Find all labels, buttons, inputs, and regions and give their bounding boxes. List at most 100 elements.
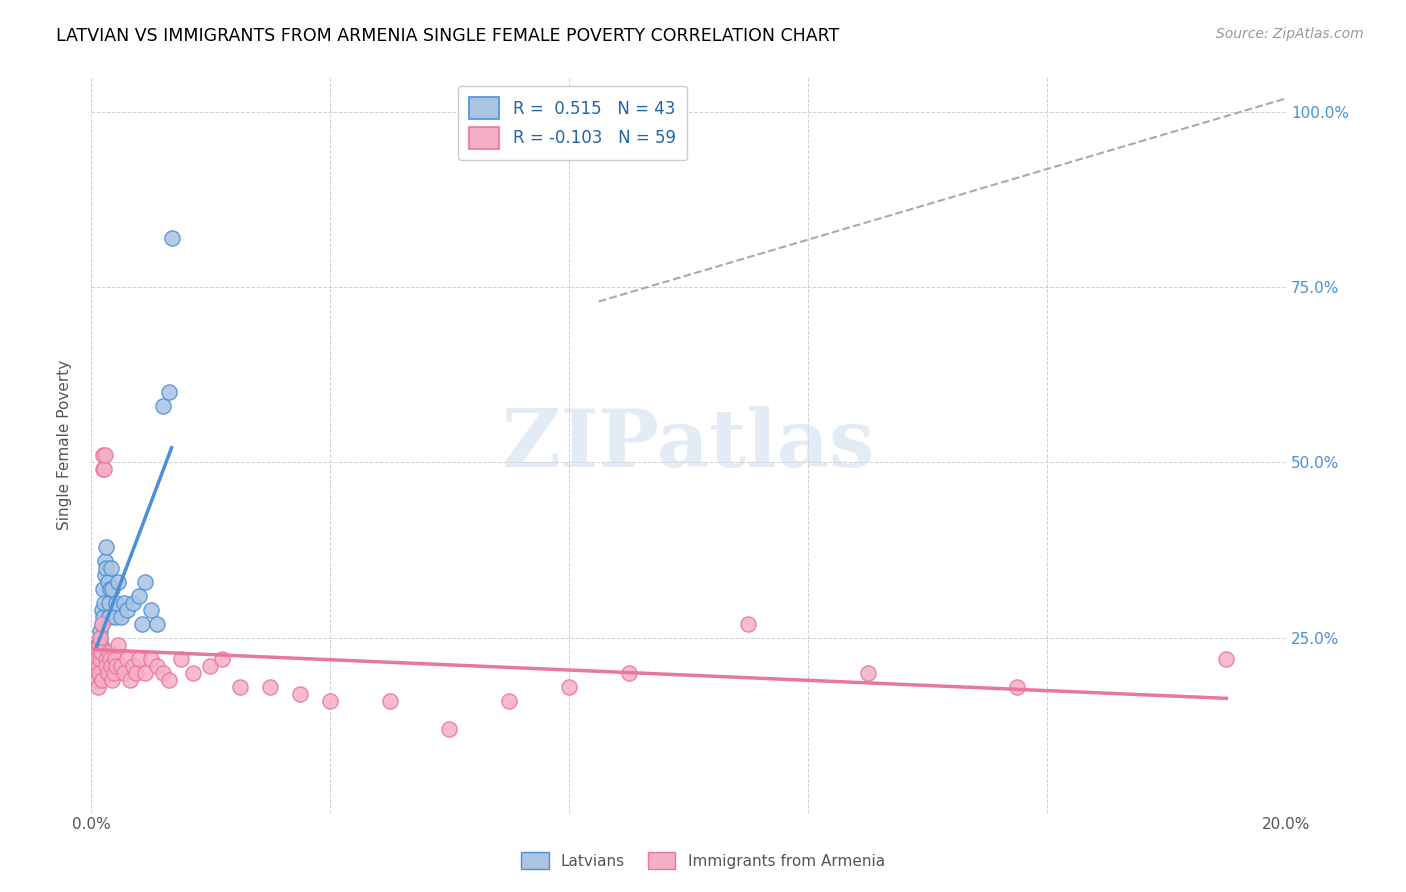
Point [84,658,107,673]
Point [89,631,111,645]
Point [110,609,132,624]
Point [139,651,162,665]
Point [139,602,162,616]
Point [93,449,115,463]
Point [121,595,143,609]
Point [110,658,132,673]
Point [86,665,108,680]
Point [84,644,107,658]
Point [93,449,115,463]
Point [84,665,107,680]
Y-axis label: Single Female Poverty: Single Female Poverty [58,359,72,530]
Point [101,582,124,596]
Text: ZIPatlas: ZIPatlas [502,406,875,484]
Point [89,651,111,665]
Point [93,567,115,582]
Point [319,693,342,707]
Point [125,665,148,680]
Point [90,638,112,652]
Point [1215,651,1237,665]
Point [90,616,112,631]
Point [145,658,167,673]
Point [97,574,120,589]
Point [558,680,581,694]
Point [89,651,111,665]
Point [91,673,114,687]
Point [378,693,401,707]
Point [105,595,128,609]
Point [157,673,180,687]
Point [90,616,112,631]
Point [87,638,110,652]
Point [288,686,311,700]
Legend: R =  0.515   N = 43, R = -0.103   N = 59: R = 0.515 N = 43, R = -0.103 N = 59 [458,86,688,161]
Point [856,665,879,680]
Point [134,574,156,589]
Point [86,673,108,687]
Point [112,665,135,680]
Point [96,658,118,673]
Point [160,231,183,245]
Point [87,658,110,673]
Point [181,665,204,680]
Point [96,560,118,574]
Point [89,644,111,658]
Point [134,665,156,680]
Point [83,673,105,687]
Point [91,609,114,624]
Point [152,400,174,414]
Point [98,651,121,665]
Point [617,665,640,680]
Point [97,665,120,680]
Point [89,638,111,652]
Point [87,658,110,673]
Point [93,462,115,476]
Point [100,560,122,574]
Point [737,616,759,631]
Point [98,582,121,596]
Legend: Latvians, Immigrants from Armenia: Latvians, Immigrants from Armenia [515,846,891,875]
Point [90,602,112,616]
Point [145,616,167,631]
Point [105,658,128,673]
Point [94,651,117,665]
Point [91,462,114,476]
Point [104,609,127,624]
Point [90,644,112,658]
Point [93,595,115,609]
Point [169,651,191,665]
Point [128,651,150,665]
Point [200,658,222,673]
Point [121,658,143,673]
Point [94,553,117,567]
Point [86,651,108,665]
Point [86,651,108,665]
Point [97,595,120,609]
Point [97,609,120,624]
Point [259,680,281,694]
Point [94,540,117,554]
Point [101,673,124,687]
Point [103,665,125,680]
Point [1005,680,1028,694]
Point [439,722,461,736]
Point [112,595,135,609]
Point [498,693,520,707]
Point [87,665,110,680]
Point [152,665,174,680]
Point [100,658,122,673]
Point [84,658,107,673]
Point [89,631,111,645]
Point [86,680,108,694]
Point [115,602,138,616]
Point [87,665,110,680]
Point [89,624,111,638]
Point [104,651,127,665]
Point [128,589,150,603]
Point [229,680,252,694]
Point [211,651,233,665]
Point [107,574,129,589]
Point [118,673,141,687]
Point [107,638,129,652]
Point [157,385,180,400]
